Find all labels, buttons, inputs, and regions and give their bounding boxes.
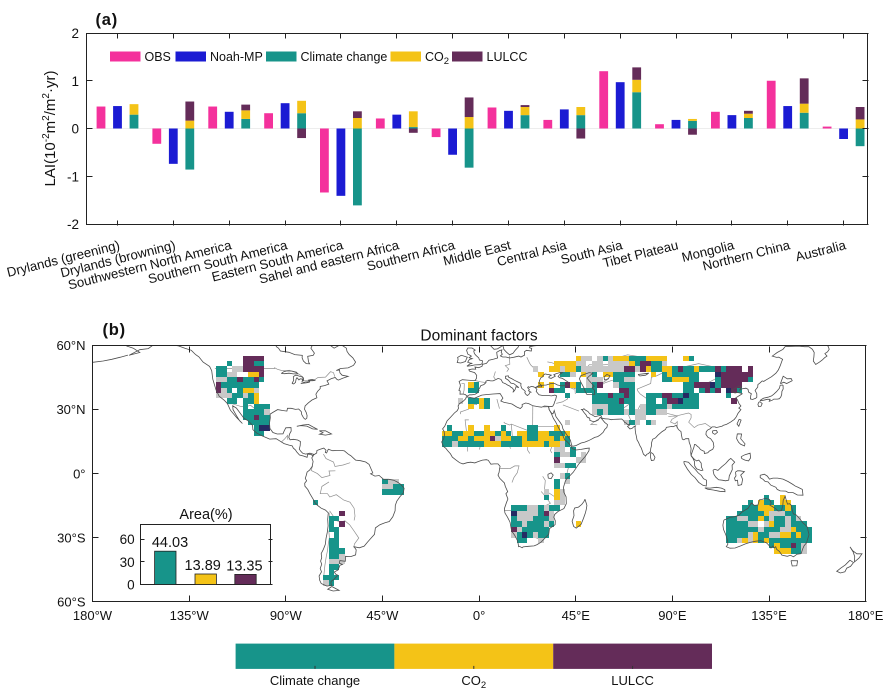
svg-text:CO2: CO2 bbox=[461, 673, 486, 691]
svg-text:0°: 0° bbox=[73, 466, 85, 481]
svg-text:45°W: 45°W bbox=[366, 608, 399, 623]
svg-text:60°S: 60°S bbox=[57, 595, 86, 610]
svg-text:Climate change: Climate change bbox=[270, 673, 360, 688]
svg-text:(b): (b) bbox=[103, 321, 126, 339]
svg-text:45°E: 45°E bbox=[562, 608, 591, 623]
svg-text:1: 1 bbox=[71, 74, 79, 89]
svg-text:OBS: OBS bbox=[145, 50, 171, 64]
svg-text:44.03: 44.03 bbox=[152, 535, 188, 551]
svg-text:LAI(10-2m2/m2·yr): LAI(10-2m2/m2·yr) bbox=[41, 71, 59, 187]
svg-text:180°E: 180°E bbox=[848, 608, 884, 623]
svg-text:Noah-MP: Noah-MP bbox=[210, 50, 263, 64]
svg-text:2: 2 bbox=[71, 26, 79, 41]
svg-text:13.89: 13.89 bbox=[185, 558, 221, 574]
svg-text:(a): (a) bbox=[96, 11, 119, 29]
svg-text:0: 0 bbox=[127, 578, 135, 593]
svg-text:0: 0 bbox=[71, 122, 79, 137]
svg-text:CO2: CO2 bbox=[425, 50, 449, 67]
svg-text:30: 30 bbox=[120, 555, 135, 570]
svg-text:60: 60 bbox=[120, 532, 135, 547]
svg-text:0°: 0° bbox=[473, 608, 485, 623]
svg-text:90°E: 90°E bbox=[658, 608, 687, 623]
svg-text:-2: -2 bbox=[67, 217, 79, 232]
svg-text:Climate change: Climate change bbox=[301, 50, 388, 64]
svg-text:13.35: 13.35 bbox=[226, 558, 262, 574]
svg-text:30°S: 30°S bbox=[57, 531, 86, 546]
svg-text:Dominant factors: Dominant factors bbox=[420, 328, 537, 345]
svg-text:60°N: 60°N bbox=[56, 338, 85, 353]
svg-text:180°W: 180°W bbox=[73, 608, 113, 623]
svg-text:30°N: 30°N bbox=[56, 402, 85, 417]
svg-text:Area(%): Area(%) bbox=[179, 507, 232, 523]
svg-text:LULCC: LULCC bbox=[487, 50, 528, 64]
svg-text:-1: -1 bbox=[67, 169, 79, 184]
svg-text:90°W: 90°W bbox=[270, 608, 303, 623]
svg-text:LULCC: LULCC bbox=[611, 673, 654, 688]
svg-text:135°W: 135°W bbox=[170, 608, 210, 623]
svg-text:135°E: 135°E bbox=[751, 608, 787, 623]
